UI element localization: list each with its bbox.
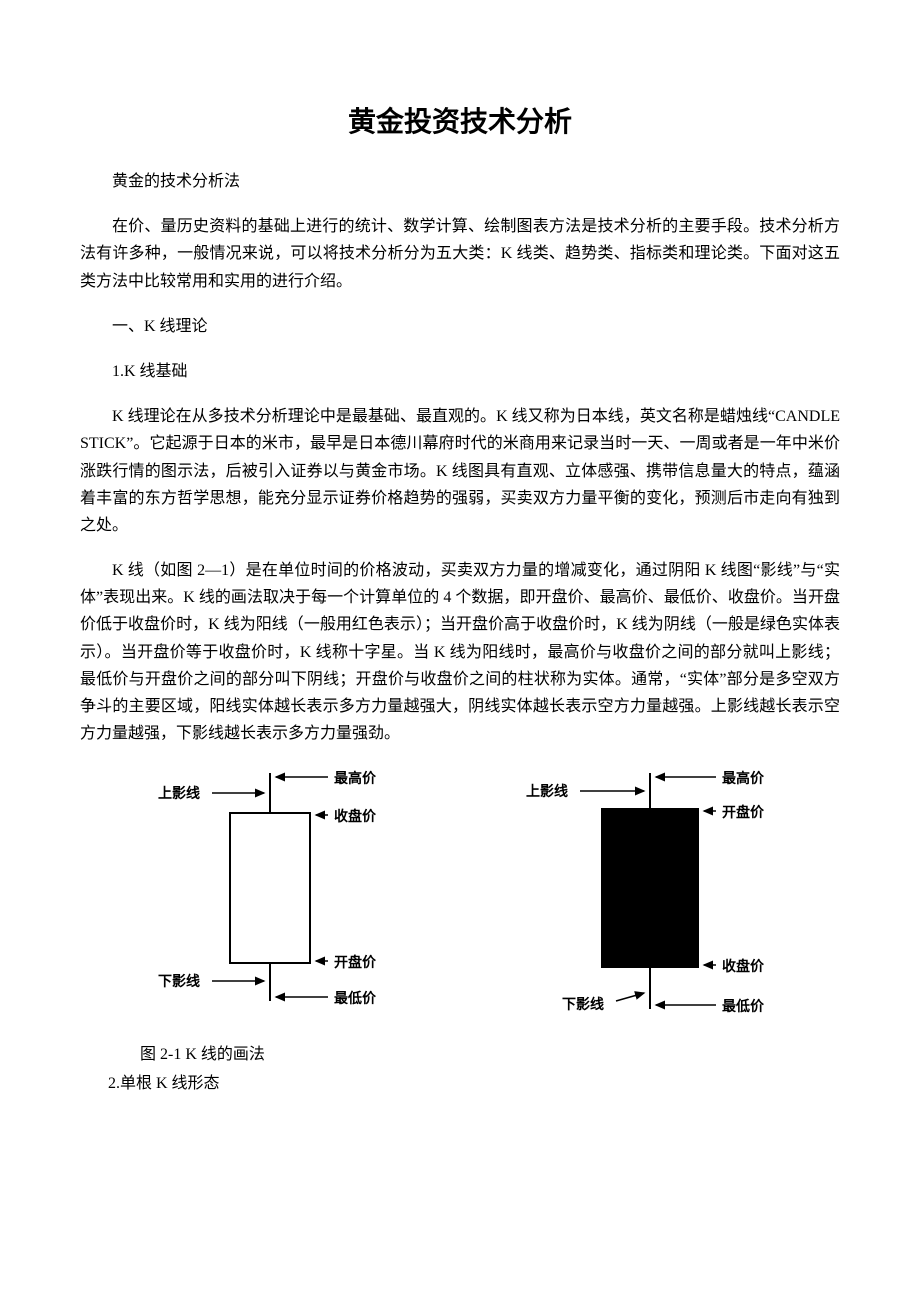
figure-candlestick: 上影线 下影线 最高价 收盘价 开盘价 最低价	[80, 765, 840, 1030]
paragraph-kline-drawing: K 线（如图 2—1）是在单位时间的价格波动，买卖双方力量的增减变化，通过阴阳 …	[80, 557, 840, 747]
heading-subsection-1: 1.K 线基础	[80, 358, 840, 385]
candle-yang: 上影线 下影线 最高价 收盘价 开盘价 最低价	[158, 770, 377, 1007]
candlestick-svg: 上影线 下影线 最高价 收盘价 开盘价 最低价	[80, 765, 840, 1025]
candle-yin: 上影线 下影线 最高价 开盘价 收盘价 最低价	[526, 770, 765, 1015]
label-upper-shadow-right: 上影线	[526, 783, 568, 800]
document-title: 黄金投资技术分析	[80, 100, 840, 140]
label-high-right: 最高价	[722, 770, 765, 787]
paragraph-subtitle: 黄金的技术分析法	[80, 168, 840, 195]
label-lower-shadow-left: 下影线	[158, 973, 200, 990]
label-close-left: 收盘价	[334, 808, 377, 825]
heading-section-1: 一、K 线理论	[80, 313, 840, 340]
paragraph-intro: 在价、量历史资料的基础上进行的统计、数学计算、绘制图表方法是技术分析的主要手段。…	[80, 213, 840, 295]
label-high-left: 最高价	[334, 770, 377, 787]
label-open-right: 开盘价	[722, 804, 765, 821]
label-low-right: 最低价	[722, 998, 765, 1015]
label-close-right: 收盘价	[722, 958, 765, 975]
document-page: 黄金投资技术分析 黄金的技术分析法 在价、量历史资料的基础上进行的统计、数学计算…	[0, 0, 920, 1176]
heading-subsection-2: 2.单根 K 线形态	[108, 1070, 840, 1097]
label-upper-shadow-left: 上影线	[158, 785, 200, 802]
label-open-left: 开盘价	[334, 954, 377, 971]
label-low-left: 最低价	[334, 990, 377, 1007]
label-lower-shadow-right: 下影线	[562, 996, 604, 1013]
paragraph-kline-basics: K 线理论在从多技术分析理论中是最基础、最直观的。K 线又称为日本线，英文名称是…	[80, 403, 840, 539]
figure-caption: 图 2-1 K 线的画法	[140, 1040, 840, 1064]
